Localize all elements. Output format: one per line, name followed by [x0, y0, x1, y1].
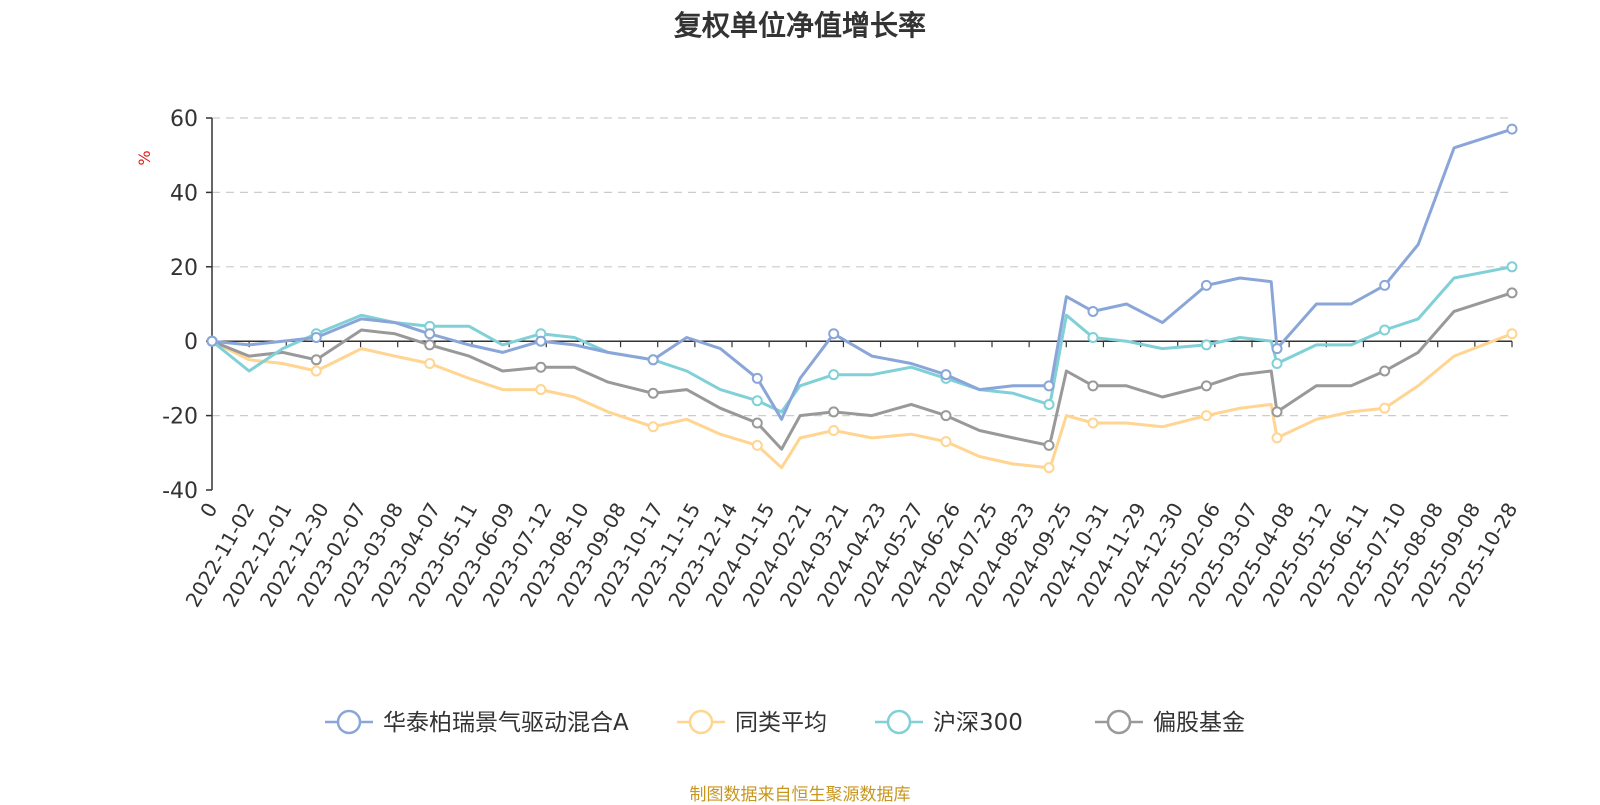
data-point	[1200, 279, 1212, 291]
y-tick-label: 40	[170, 181, 198, 206]
data-point	[1506, 328, 1518, 340]
data-point	[1087, 417, 1099, 429]
legend-marker	[336, 709, 362, 735]
data-point	[751, 417, 763, 429]
data-point	[647, 421, 659, 433]
data-point	[940, 436, 952, 448]
data-point	[1043, 462, 1055, 474]
y-tick-label: -20	[162, 405, 198, 430]
data-point	[647, 387, 659, 399]
data-point	[206, 335, 218, 347]
data-point	[424, 339, 436, 351]
y-tick-label: 0	[184, 330, 198, 355]
series-line	[211, 332, 1513, 470]
y-tick-label: 20	[170, 256, 198, 281]
data-point	[1087, 305, 1099, 317]
data-point	[1379, 365, 1391, 377]
legend-label: 沪深300	[933, 710, 1023, 736]
data-point	[751, 395, 763, 407]
data-point	[1271, 432, 1283, 444]
data-point	[310, 354, 322, 366]
legend-marker	[1106, 709, 1132, 735]
legend-label: 华泰柏瑞景气驱动混合A	[383, 710, 629, 736]
data-point	[1087, 331, 1099, 343]
data-point	[1379, 279, 1391, 291]
chart-title: 复权单位净值增长率	[673, 9, 926, 42]
x-tick-label: 0	[195, 499, 222, 522]
data-point	[828, 328, 840, 340]
series-line	[211, 127, 1513, 421]
legend-marker	[688, 709, 714, 735]
data-point	[310, 331, 322, 343]
line-chart: -40-200204060%02022-11-022022-12-012022-…	[135, 107, 1522, 736]
data-point	[828, 424, 840, 436]
series-line	[211, 265, 1513, 414]
data-point	[828, 369, 840, 381]
data-point	[1506, 287, 1518, 299]
data-point	[1271, 406, 1283, 418]
y-tick-label: -40	[162, 479, 198, 504]
data-point	[647, 354, 659, 366]
data-point	[1043, 380, 1055, 392]
data-point	[1043, 439, 1055, 451]
legend-label: 同类平均	[735, 710, 827, 736]
data-point	[535, 335, 547, 347]
data-point	[424, 328, 436, 340]
data-point	[1271, 343, 1283, 355]
y-tick-label: 60	[170, 107, 198, 132]
data-point	[310, 365, 322, 377]
data-point	[424, 358, 436, 370]
series-line	[211, 291, 1513, 451]
data-point	[751, 439, 763, 451]
legend-label: 偏股基金	[1153, 710, 1245, 736]
data-point	[1087, 380, 1099, 392]
data-point	[1506, 261, 1518, 273]
source-note: 制图数据来自恒生聚源数据库	[689, 785, 911, 805]
legend-marker	[886, 709, 912, 735]
data-point	[535, 384, 547, 396]
data-point	[1043, 398, 1055, 410]
data-point	[1379, 402, 1391, 414]
data-point	[1200, 380, 1212, 392]
data-point	[940, 369, 952, 381]
data-point	[828, 406, 840, 418]
data-point	[1200, 339, 1212, 351]
data-point	[1379, 324, 1391, 336]
data-point	[1200, 410, 1212, 422]
y-axis-label: %	[135, 150, 154, 165]
data-point	[1271, 358, 1283, 370]
data-point	[535, 361, 547, 373]
data-point	[1506, 123, 1518, 135]
data-point	[751, 372, 763, 384]
data-point	[940, 410, 952, 422]
